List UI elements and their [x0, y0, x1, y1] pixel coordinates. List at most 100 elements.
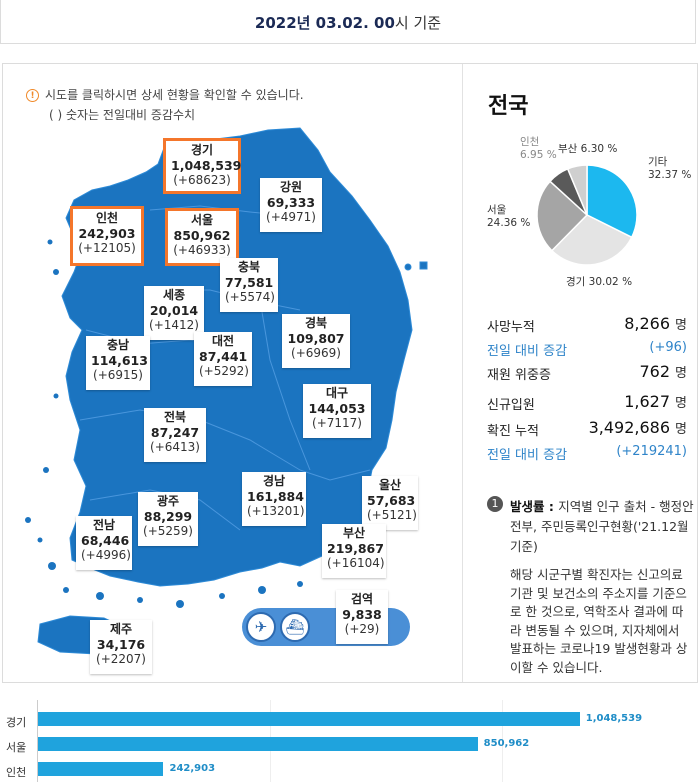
region-total: 1,048,539 [171, 158, 242, 173]
region-gwangju[interactable]: 광주 88,299 (+5259) [138, 492, 198, 546]
region-change: (+2207) [96, 652, 146, 666]
ship-icon[interactable]: ⛴ [280, 612, 310, 642]
region-name: 강원 [279, 180, 303, 194]
region-name: 광주 [156, 494, 180, 508]
region-incheon[interactable]: 인천 242,903 (+12105) [70, 206, 144, 266]
region-gangwon[interactable]: 강원 69,333 (+4971) [260, 178, 322, 232]
region-name: 서울 [190, 213, 214, 227]
region-gyeongbuk[interactable]: 경북 109,807 (+6969) [282, 314, 350, 368]
region-name: 충북 [237, 260, 261, 274]
region-jeju[interactable]: 제주 34,176 (+2207) [90, 620, 152, 674]
pie-slice-4 [566, 164, 588, 216]
bar-fill [38, 712, 580, 726]
region-chungnam[interactable]: 충남 114,613 (+6915) [86, 336, 150, 390]
stat-value: 762 [639, 362, 671, 381]
region-total: 161,884 [247, 489, 304, 504]
date-suffix: 시 기준 [394, 14, 442, 32]
date-text: 2022년 03.02. 00 [254, 14, 395, 32]
region-total: 109,807 [287, 331, 345, 346]
bar-value-label: 850,962 [483, 738, 530, 749]
region-seoul[interactable]: 서울 850,962 (+46933) [165, 208, 239, 266]
note-heading-bold: 발생률 : [510, 499, 559, 514]
map-notice: ! 시도를 클릭하시면 상세 현황을 확인할 수 있습니다. [26, 86, 304, 103]
region-gyeongnam[interactable]: 경남 161,884 (+13201) [242, 472, 306, 526]
region-name: 인천 [95, 211, 119, 225]
pie-slice-2 [536, 180, 589, 252]
region-daejeon[interactable]: 대전 87,441 (+5292) [194, 332, 252, 386]
region-daegu[interactable]: 대구 144,053 (+7117) [303, 384, 371, 438]
bar-row: 인천 242,903 [0, 762, 698, 780]
region-change: (+5292) [199, 364, 249, 378]
region-quarantine[interactable]: 검역 9,838 (+29) [336, 590, 388, 644]
region-total: 144,053 [308, 401, 366, 416]
region-name: 세종 [162, 288, 186, 302]
region-busan[interactable]: 부산 219,867 (+16104) [322, 524, 386, 578]
region-sejong[interactable]: 세종 20,014 (+1412) [144, 286, 204, 340]
region-name: 경남 [262, 474, 286, 488]
ulleung-island [419, 261, 428, 270]
stat-label: 전일 대비 증감 [487, 448, 568, 463]
stat-label: 확진 누적 [487, 424, 539, 439]
region-total: 88,299 [143, 509, 193, 524]
date-header: 2022년 03.02. 00시 기준 [0, 0, 696, 44]
pie-label-gyeonggi: 경기 30.02 % [566, 276, 633, 288]
stat-label: 사망누적 [487, 320, 535, 335]
region-name: 전북 [163, 410, 187, 424]
bar-axis [37, 700, 38, 782]
region-name: 대구 [325, 386, 349, 400]
region-total: 87,441 [199, 349, 248, 364]
region-name: 충남 [106, 338, 130, 352]
region-ulsan[interactable]: 울산 57,683 (+5121) [362, 476, 418, 530]
stat-unit: 명 [675, 396, 687, 411]
stat-unit: 명 [675, 422, 687, 437]
region-total: 242,903 [78, 226, 136, 241]
region-total: 77,581 [225, 275, 274, 290]
region-gyeonggi[interactable]: 경기 1,048,539 (+68623) [163, 138, 241, 194]
stat-value: (+96) [649, 340, 687, 355]
region-jeonbuk[interactable]: 전북 87,247 (+6413) [144, 408, 206, 462]
region-name: 검역 [350, 592, 374, 606]
note-heading-text: 지역별 인구 출처 - 행정안전부, 주민등록인구현황('21.12월 기준) [510, 499, 694, 554]
region-change: (+46933) [173, 243, 231, 257]
notice-line-2: ( ) 숫자는 전일대비 증감수치 [49, 108, 196, 122]
region-total: 69,333 [266, 195, 316, 210]
pie-label-incheon: 인천 6.95 % [520, 136, 557, 161]
stat-label: 신규입원 [487, 398, 535, 413]
region-chungbuk[interactable]: 충북 77,581 (+5574) [220, 258, 278, 312]
stat-label: 전일 대비 증감 [487, 344, 568, 359]
pie-slice-0 [586, 164, 638, 239]
region-total: 9,838 [342, 607, 382, 622]
region-change: (+1412) [149, 318, 199, 332]
region-jeonnam[interactable]: 전남 68,446 (+4996) [76, 516, 132, 570]
region-total: 219,867 [327, 541, 384, 556]
region-total: 34,176 [96, 637, 146, 652]
stat-label: 재원 위중증 [487, 368, 551, 383]
region-total: 87,247 [150, 425, 200, 440]
bar-label: 경기 [6, 716, 27, 729]
stat-value: 3,492,686 [588, 418, 671, 437]
info-circle-icon: ! [26, 89, 39, 102]
region-name: 경북 [304, 316, 328, 330]
bar-row: 서울 850,962 [0, 737, 698, 755]
nationwide-title: 전국 [488, 94, 529, 119]
region-name: 부산 [342, 526, 366, 540]
region-change: (+5121) [367, 508, 417, 522]
region-name: 대전 [211, 334, 235, 348]
bar-fill [38, 737, 478, 751]
note-body: 해당 시군구별 확진자는 신고의료기관 및 보건소의 주소지를 기준으로 한 것… [510, 567, 688, 675]
region-change: (+5574) [225, 290, 275, 304]
bar-row: 경기 1,048,539 [0, 712, 698, 730]
notice-line-1: 시도를 클릭하시면 상세 현황을 확인할 수 있습니다. [45, 88, 304, 102]
date-title: 2022년 03.02. 00시 기준 [1, 12, 695, 33]
region-total: 114,613 [91, 353, 148, 368]
region-change: (+12105) [78, 241, 136, 255]
region-name: 제주 [109, 622, 133, 636]
pie-slice-1 [550, 214, 633, 266]
airplane-icon[interactable]: ✈ [246, 612, 276, 642]
region-change: (+6413) [150, 440, 200, 454]
note-heading: 발생률 : 지역별 인구 출처 - 행정안전부, 주민등록인구현황('21.12… [510, 497, 695, 557]
stat-value: (+219241) [616, 444, 687, 459]
region-change: (+6969) [291, 346, 341, 360]
region-change: (+4971) [266, 210, 316, 224]
region-change: (+68623) [173, 173, 231, 187]
